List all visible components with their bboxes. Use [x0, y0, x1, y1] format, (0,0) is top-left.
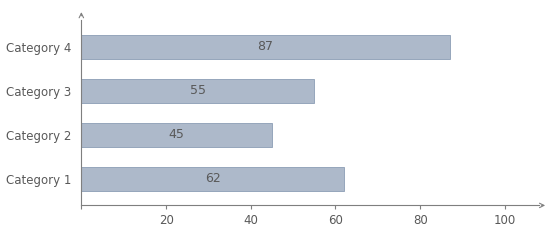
Bar: [81, 123, 272, 147]
Text: 62: 62: [205, 172, 221, 185]
Bar: [81, 35, 450, 59]
Text: 87: 87: [257, 40, 273, 53]
Text: 55: 55: [190, 84, 206, 97]
Text: 45: 45: [169, 128, 185, 141]
Bar: [81, 167, 344, 191]
Bar: [81, 79, 314, 103]
